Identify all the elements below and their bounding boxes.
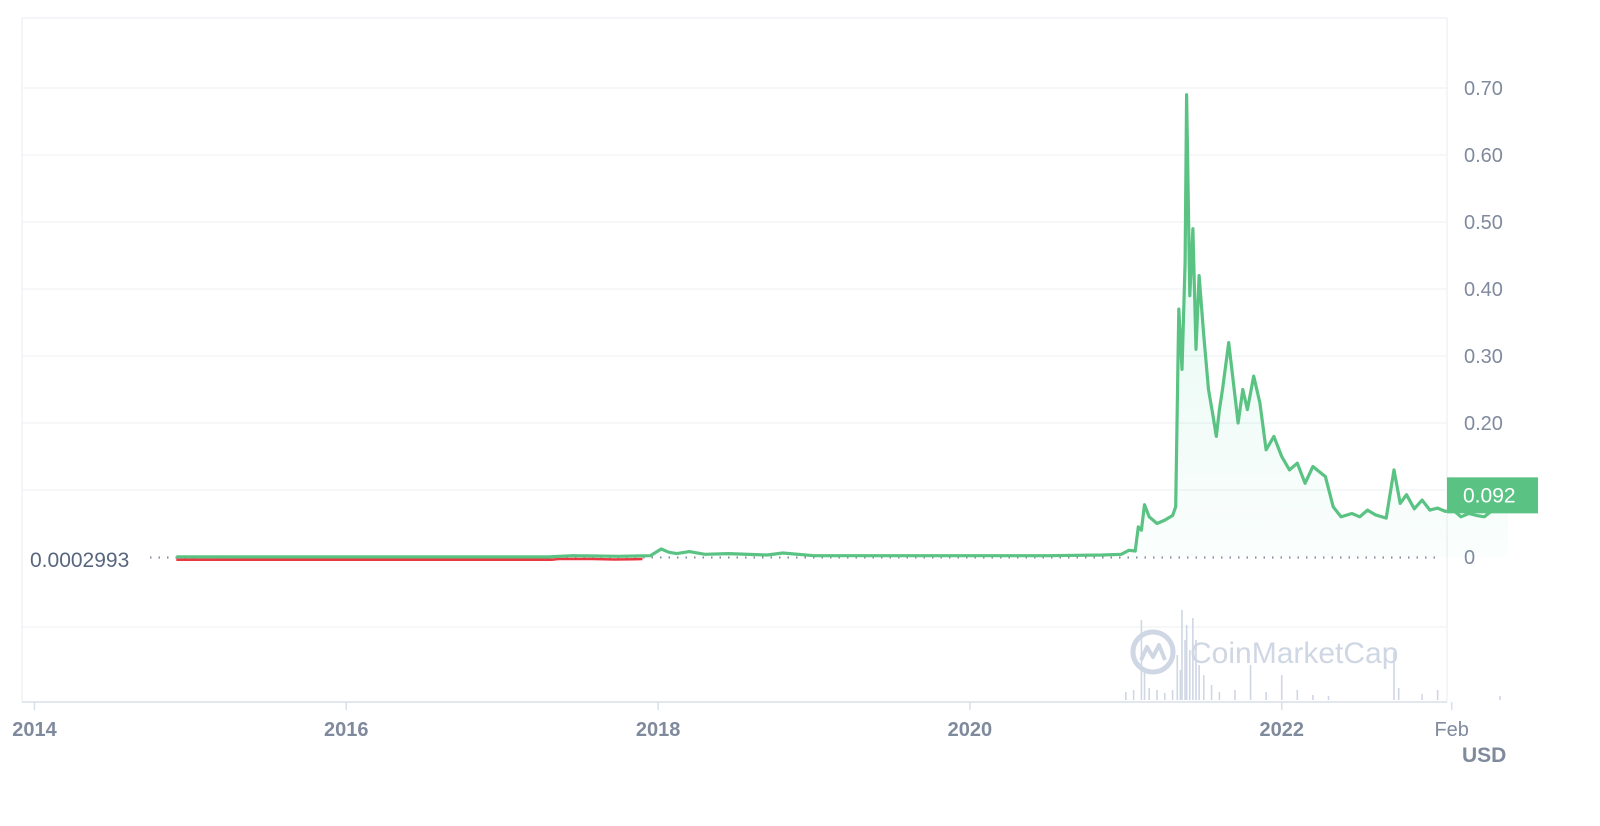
price-area-fill — [176, 94, 1508, 557]
volume-bar — [1280, 675, 1283, 700]
x-tick-label: 2022 — [1259, 719, 1304, 741]
volume-bar — [1327, 696, 1330, 700]
volume-bar — [1171, 690, 1174, 700]
volume-bar — [1436, 690, 1439, 700]
x-tick-label: 2018 — [636, 719, 681, 741]
volume-bar — [1192, 618, 1194, 700]
volume-bar — [1125, 692, 1127, 700]
x-tick-label: 2014 — [12, 719, 57, 741]
volume-bar — [1195, 640, 1197, 700]
watermark-text: CoinMarketCap — [1190, 637, 1398, 670]
volume-bar — [1312, 695, 1314, 700]
volume-bar — [1140, 620, 1143, 700]
volume-bar — [1156, 690, 1158, 700]
y-gridlines — [22, 87, 1447, 491]
volume-bar — [1184, 640, 1186, 700]
volume-bar — [1249, 665, 1252, 700]
volume-bar — [1198, 665, 1200, 700]
volume-bar — [1202, 675, 1205, 700]
volume-bar — [1499, 696, 1501, 700]
volume-bar — [1421, 694, 1423, 700]
x-tick-label: 2016 — [324, 719, 369, 741]
volume-bar — [1234, 690, 1236, 700]
watermark: CoinMarketCap — [1130, 629, 1398, 675]
price-line-below-baseline — [176, 557, 643, 562]
volume-bar — [1210, 685, 1213, 700]
volume-bar — [1179, 670, 1182, 700]
volume-bar — [1176, 655, 1179, 700]
y-tick-label: 0.60 — [1464, 145, 1503, 167]
y-tick-label: 0 — [1464, 547, 1475, 569]
currency-label: USD — [1462, 744, 1506, 767]
y-tick-label: 0.20 — [1464, 413, 1503, 435]
volume-bar — [1188, 650, 1191, 700]
y-tick-label: 0.30 — [1464, 346, 1503, 368]
volume-bar — [1132, 690, 1135, 700]
volume-bar — [1143, 670, 1146, 700]
price-line — [176, 93, 1509, 559]
volume-bar — [1218, 692, 1221, 700]
volume-bar — [1164, 693, 1166, 700]
y-tick-label: 0.50 — [1464, 212, 1503, 234]
volume-bar — [1265, 692, 1267, 700]
y-tick-label: 0.70 — [1464, 78, 1503, 100]
volume-bar — [1185, 625, 1188, 700]
current-price-label: 0.092 — [1463, 484, 1516, 507]
baseline-label: 0.0002993 — [30, 549, 129, 572]
current-price-badge: 0.092 — [1447, 477, 1538, 514]
x-tick-label: 2020 — [948, 719, 993, 741]
volume-bar — [1181, 610, 1183, 700]
y-tick-label: 0.40 — [1464, 279, 1503, 301]
y-axis-ticks: 0 0.20 0.30 0.40 0.50 0.60 0.70 — [1464, 78, 1503, 569]
volume-bars — [1125, 610, 1501, 700]
x-axis-ticks: 2014 2016 2018 2020 2022 Feb — [12, 702, 1469, 741]
volume-bar — [1148, 688, 1151, 700]
x-tick-label: Feb — [1434, 719, 1468, 741]
current-price-badge-box — [1447, 477, 1538, 514]
coinmarketcap-logo-icon — [1130, 629, 1176, 675]
volume-bar — [1397, 688, 1400, 700]
volume-bar — [1296, 690, 1299, 700]
volume-bar — [1393, 652, 1395, 700]
